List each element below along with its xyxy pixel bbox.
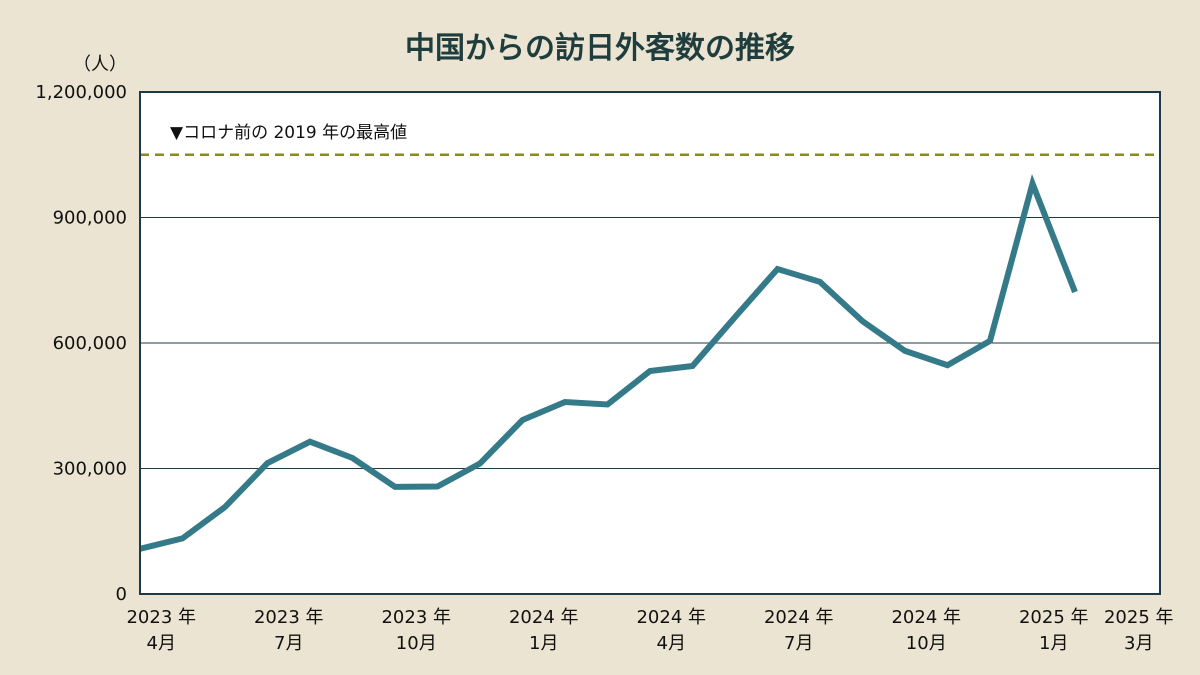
- x-tick-label-month: 7月: [274, 633, 303, 654]
- y-tick-label: 900,000: [53, 208, 127, 229]
- series-line: [139, 174, 1078, 552]
- reference-group: ▼コロナ前の 2019 年の最高値: [140, 123, 1160, 156]
- x-tick-label-month: 3月: [1124, 633, 1153, 654]
- x-tick-label-year: 2024 年: [764, 607, 834, 628]
- series-group: [139, 174, 1078, 552]
- x-tick-label-year: 2023 年: [254, 607, 324, 628]
- x-tick-label-month: 1月: [1039, 633, 1068, 654]
- x-tick-label-year: 2024 年: [636, 607, 706, 628]
- x-tick-label-month: 4月: [657, 633, 686, 654]
- reference-label: ▼コロナ前の 2019 年の最高値: [170, 123, 407, 143]
- y-tick-label: 0: [116, 584, 127, 605]
- y-tick-label: 1,200,000: [35, 82, 127, 103]
- y-axis: 0 300,000 600,000 900,000 1,200,000: [35, 82, 127, 605]
- y-unit-label: （人）: [73, 54, 127, 75]
- chart-title: 中国からの訪日外客数の推移: [405, 31, 795, 66]
- x-axis: 2023 年 4月 2023 年 7月 2023 年 10月 2024 年 1月 2024 年 4…: [126, 607, 1173, 654]
- x-tick-label-year: 2024 年: [891, 607, 961, 628]
- x-tick-label-month: 7月: [784, 633, 813, 654]
- x-tick-label-year: 2023 年: [381, 607, 451, 628]
- x-tick-label-year: 2025 年: [1104, 607, 1174, 628]
- x-tick-label-year: 2024 年: [509, 607, 579, 628]
- x-tick-label-year: 2023 年: [126, 607, 196, 628]
- x-tick-label-month: 4月: [147, 633, 176, 654]
- x-tick-label-month: 10月: [396, 633, 437, 654]
- x-tick-label-year: 2025 年: [1019, 607, 1089, 628]
- x-tick-label-month: 1月: [529, 633, 558, 654]
- y-tick-label: 300,000: [53, 459, 127, 480]
- plot-border: [139, 91, 1161, 595]
- x-tick-label-month: 10月: [906, 633, 947, 654]
- y-tick-label: 600,000: [53, 333, 127, 354]
